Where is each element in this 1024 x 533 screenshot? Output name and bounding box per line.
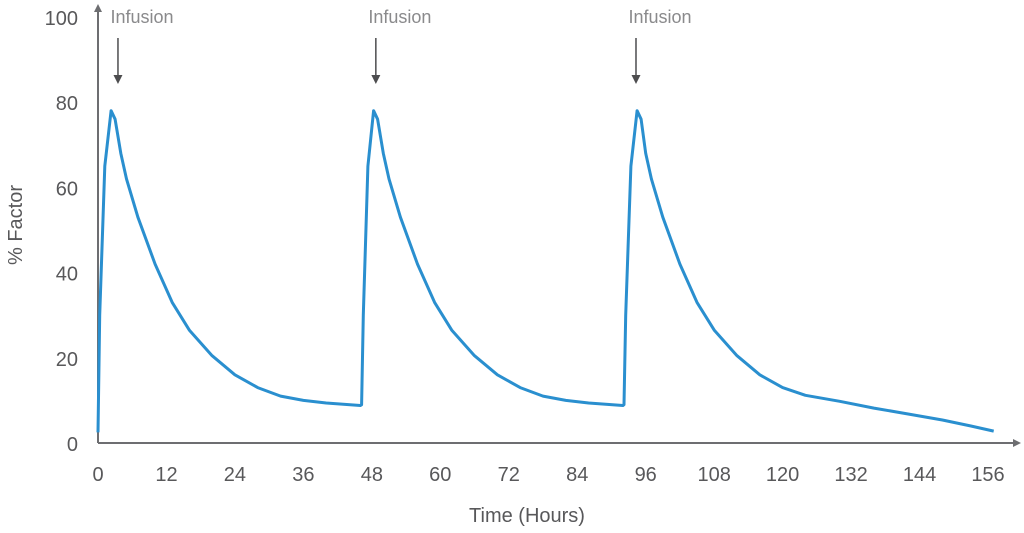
x-tick-labels: 0 12 24 36 48 60 72 84 96 108 120 132 144 156	[92, 464, 1004, 486]
y-tick-label: 40	[56, 264, 78, 286]
infusion-arrow-icon	[113, 75, 123, 84]
y-axis-arrow-icon	[94, 4, 102, 12]
x-tick-label: 120	[766, 464, 799, 486]
x-tick-label: 96	[635, 464, 657, 486]
x-axis-label: Time (Hours)	[469, 505, 585, 527]
infusion-arrow-icon	[631, 75, 641, 84]
x-tick-label: 36	[292, 464, 314, 486]
y-tick-label: 80	[56, 93, 78, 115]
x-tick-label: 156	[971, 464, 1004, 486]
y-tick-labels: 0 20 40 60 80 100	[45, 8, 78, 456]
x-tick-label: 84	[566, 464, 588, 486]
x-axis-arrow-icon	[1013, 439, 1021, 447]
x-tick-label: 72	[498, 464, 520, 486]
factor-series-line	[96, 109, 995, 433]
axes	[94, 4, 1021, 447]
infusion-annotation-label: Infusion	[368, 7, 431, 27]
y-tick-label: 20	[56, 349, 78, 371]
infusion-annotation-label: Infusion	[110, 7, 173, 27]
y-tick-label: 0	[67, 434, 78, 456]
infusion-arrow-icon	[371, 75, 381, 84]
y-tick-label: 60	[56, 178, 78, 200]
x-tick-label: 144	[903, 464, 936, 486]
y-tick-label: 100	[45, 8, 78, 30]
y-axis-label: % Factor	[5, 185, 27, 265]
x-tick-label: 48	[361, 464, 383, 486]
x-tick-label: 0	[92, 464, 103, 486]
x-tick-label: 132	[834, 464, 867, 486]
x-tick-label: 24	[224, 464, 246, 486]
annotations: Infusion Infusion Infusion	[110, 7, 692, 84]
x-tick-label: 108	[697, 464, 730, 486]
x-tick-label: 60	[429, 464, 451, 486]
x-tick-label: 12	[155, 464, 177, 486]
infusion-annotation-label: Infusion	[628, 7, 691, 27]
